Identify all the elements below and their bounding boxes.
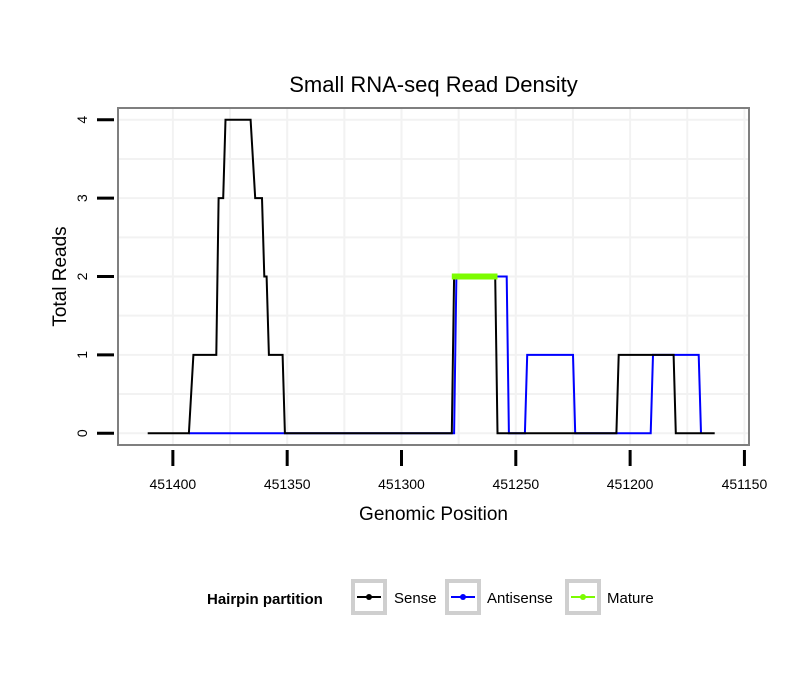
x-tick-label: 451200 — [607, 476, 654, 492]
series-lines — [147, 118, 715, 435]
axes: 451400 451350 451300 451250 451200 451150 0 1 2 3… — [74, 116, 767, 492]
plot-panel-border — [117, 107, 750, 446]
y-tick-label: 0 — [74, 429, 90, 437]
legend: Hairpin partition Sense Antisense Mature — [207, 579, 654, 615]
legend-label-mature: Mature — [607, 590, 654, 607]
legend-label-antisense: Antisense — [487, 590, 553, 607]
x-tick-label: 451350 — [264, 476, 311, 492]
x-tick-label: 451250 — [492, 476, 539, 492]
y-tick-label: 2 — [74, 272, 90, 280]
legend-key-point — [366, 594, 372, 600]
y-tick-label: 4 — [74, 116, 90, 124]
legend-title: Hairpin partition — [207, 591, 323, 608]
legend-label-sense: Sense — [394, 590, 437, 607]
x-tick-label: 451150 — [722, 476, 768, 492]
y-axis-title: Total Reads — [50, 226, 71, 326]
y-tick-label: 3 — [74, 194, 90, 202]
grid-lines — [118, 108, 749, 445]
series-line-sense — [147, 118, 715, 435]
x-tick-label: 451400 — [150, 476, 197, 492]
legend-key-point — [460, 594, 466, 600]
chart-title: Small RNA-seq Read Density — [289, 72, 578, 97]
x-axis-title: Genomic Position — [359, 504, 508, 525]
y-tick-label: 1 — [74, 351, 90, 359]
x-tick-label: 451300 — [378, 476, 425, 492]
legend-key-point — [580, 594, 586, 600]
